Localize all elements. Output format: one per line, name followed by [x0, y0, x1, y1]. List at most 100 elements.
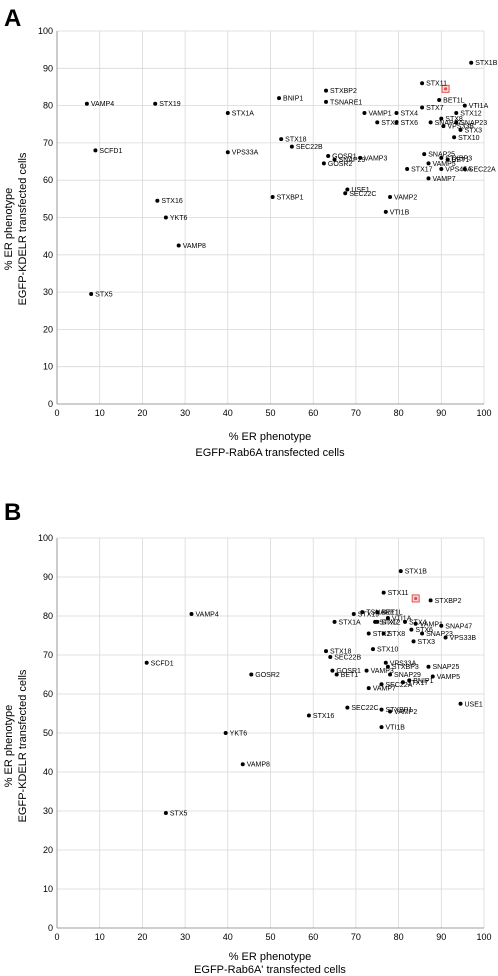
data-point	[249, 672, 254, 677]
data-point	[375, 610, 380, 615]
data-point	[462, 167, 467, 172]
data-point	[439, 167, 444, 172]
panel-b: B 0 10 20 30 40 50 60 70 80 90 100 0 10 20 30 40 50 60 70…	[3, 499, 492, 976]
data-point	[428, 598, 433, 603]
point-label: VAMP3	[364, 155, 387, 162]
data-point	[403, 619, 408, 624]
data-point	[84, 101, 89, 106]
data-point	[385, 615, 390, 620]
point-label: STX12	[460, 111, 482, 118]
x-tick-label: 80	[394, 932, 404, 942]
y-tick-label: 50	[43, 213, 53, 223]
data-point	[360, 610, 365, 615]
point-label: TSNARE1	[330, 99, 362, 106]
x-axis-label-line1: % ER phenotype	[229, 951, 312, 963]
data-point	[366, 631, 371, 636]
point-label: STX4	[409, 619, 427, 626]
point-label: VPS33A	[232, 150, 259, 157]
data-point	[321, 161, 326, 166]
y-tick-label: 90	[43, 572, 53, 582]
point-label: VAMP2	[394, 194, 417, 201]
point-label: SEC22C	[351, 705, 378, 712]
point-label: VAMP7	[432, 176, 455, 183]
point-label: STX12	[379, 619, 401, 626]
point-label: STX19	[159, 101, 181, 108]
point-label: STX3	[465, 127, 483, 134]
point-label: BET1L	[381, 610, 403, 617]
data-point	[452, 135, 457, 140]
point-label: STX11	[426, 81, 447, 88]
point-label: SEC22C	[349, 191, 376, 198]
data-point	[462, 103, 467, 108]
x-tick-label: 50	[265, 408, 275, 418]
x-tick-label: 20	[137, 932, 147, 942]
point-label: VAMP2	[394, 709, 417, 716]
x-tick-label: 10	[95, 932, 105, 942]
point-label: SNAP47	[435, 120, 462, 127]
point-label: VPS45A	[445, 167, 472, 174]
point-label: SCFD1	[99, 148, 122, 155]
data-point	[388, 709, 393, 714]
point-label: SEC22A	[469, 167, 496, 174]
data-point	[270, 194, 275, 199]
point-label: VTI1B	[390, 209, 410, 216]
point-label: SNAP47	[445, 623, 472, 630]
data-point	[379, 682, 384, 687]
point-label: VTI1B	[386, 725, 406, 732]
data-point	[89, 291, 94, 296]
data-point	[430, 674, 435, 679]
point-label: STX18	[285, 137, 307, 144]
data-point	[426, 176, 431, 181]
y-tick-label: 80	[43, 101, 53, 111]
data-point	[324, 88, 329, 93]
data-point	[383, 209, 388, 214]
x-tick-label: 50	[265, 932, 275, 942]
data-point	[334, 672, 339, 677]
point-label: SEC22B	[334, 654, 361, 661]
data-point	[439, 623, 444, 628]
x-tick-label: 30	[180, 408, 190, 418]
point-label: STXBP1	[277, 194, 304, 201]
y-axis-label-line1: % ER phenotype	[3, 705, 15, 788]
data-point	[324, 649, 329, 654]
y-tick-label: 40	[43, 767, 53, 777]
point-label: SEC22A	[386, 682, 413, 689]
point-label: VAMP4	[91, 101, 114, 108]
point-label: STX2	[381, 120, 399, 127]
y-tick-label: 50	[43, 728, 53, 738]
point-label: STX8	[388, 631, 406, 638]
x-tick-label: 10	[95, 408, 105, 418]
x-tick-label: 100	[476, 408, 491, 418]
point-label: SCFD1	[151, 660, 174, 667]
x-tick-label: 60	[308, 932, 318, 942]
point-label: STX7	[426, 105, 444, 112]
x-tick-labels: 0 10 20 30 40 50 60 70 80 90 100	[54, 932, 491, 942]
x-tick-label: 30	[180, 932, 190, 942]
x-tick-label: 70	[351, 932, 361, 942]
x-tick-label: 40	[223, 932, 233, 942]
data-point	[326, 153, 331, 158]
y-tick-label: 100	[38, 533, 53, 543]
point-label: USE1	[465, 701, 483, 708]
y-tick-label: 90	[43, 63, 53, 73]
data-point	[332, 619, 337, 624]
y-tick-label: 0	[48, 399, 53, 409]
point-label: VPS33B	[450, 635, 477, 642]
point-label: BNIP1	[283, 96, 303, 103]
point-label: STXBP3	[392, 664, 419, 671]
point-label: STXBP2	[330, 88, 357, 95]
data-point	[277, 96, 282, 101]
data-point	[469, 60, 474, 65]
point-label: VAMP3	[371, 668, 394, 675]
point-label: GOSR1	[332, 153, 357, 160]
data-point	[381, 631, 386, 636]
point-label: SNAP29	[339, 157, 366, 164]
point-label: SNAP25	[428, 152, 455, 159]
y-tick-labels: 0 10 20 30 40 50 60 70 80 90 100	[38, 26, 53, 409]
data-point	[375, 619, 380, 624]
data-point	[93, 148, 98, 153]
data-point	[443, 635, 448, 640]
data-point	[388, 194, 393, 199]
point-label: SNAP23	[460, 120, 487, 127]
